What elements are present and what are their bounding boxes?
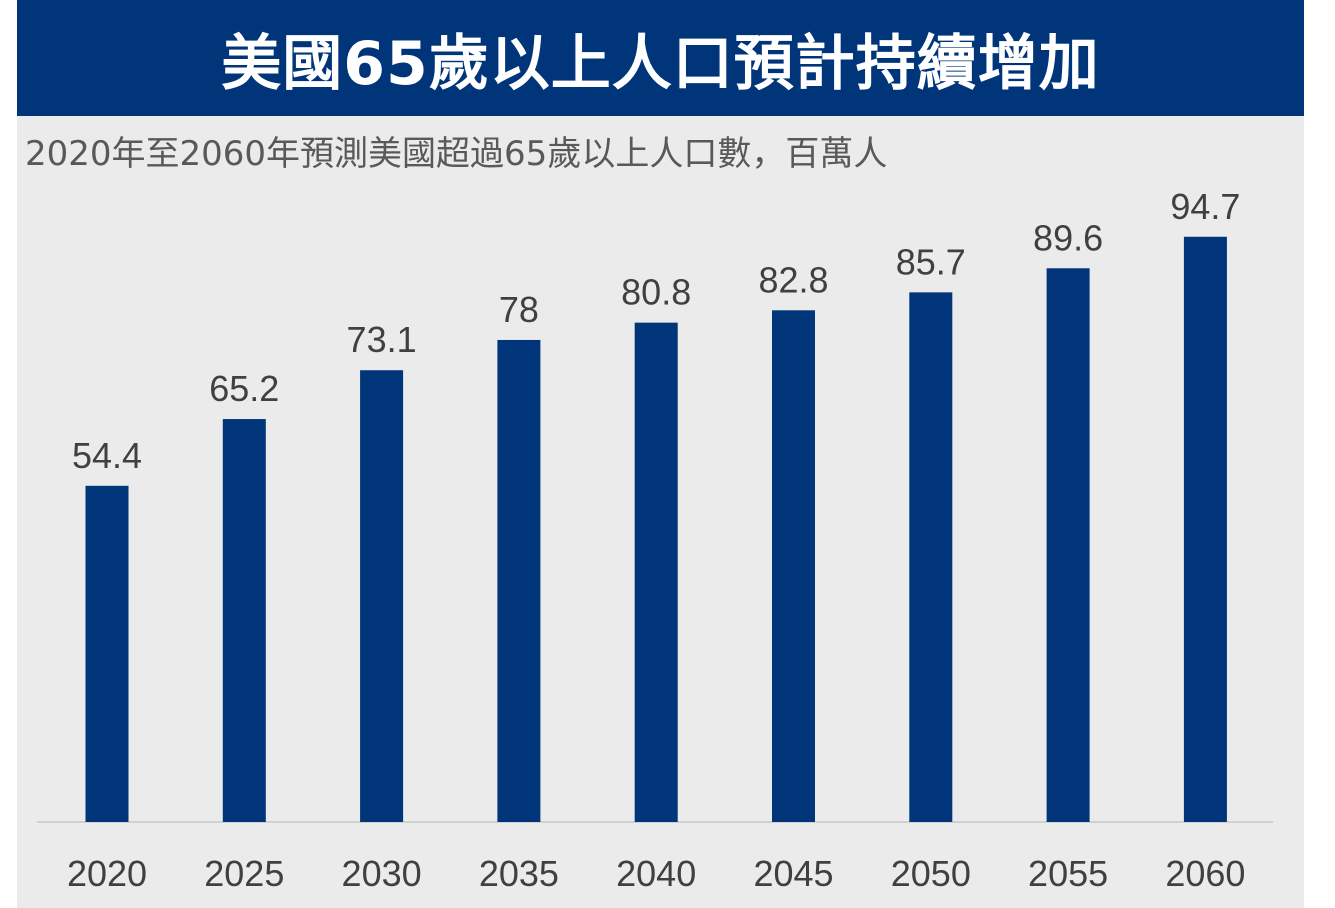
data-label-2050: 85.7: [896, 241, 966, 282]
x-tick-label-2020: 2020: [67, 853, 147, 894]
data-label-2035: 78: [499, 289, 539, 330]
data-label-2040: 80.8: [621, 272, 691, 313]
data-label-2025: 65.2: [209, 368, 279, 409]
chart-subtitle: 2020年至2060年預測美國超過65歲以上人口數，百萬人: [25, 134, 888, 174]
x-tick-label-2035: 2035: [479, 853, 559, 894]
bar-chart: 54.4 2020 65.2 2025 73.1 2030 78 2035 80.8 2040 82…: [37, 186, 1273, 894]
bar-2020: [85, 485, 129, 822]
data-label-2030: 73.1: [347, 319, 417, 360]
bar-2025: [222, 419, 266, 822]
bar-2045: [772, 310, 815, 822]
x-tick-label-2055: 2055: [1028, 853, 1108, 894]
title-banner: 美國65歲以上人口預計持續增加: [17, 0, 1304, 116]
bar-2035: [497, 339, 541, 822]
bar-2040: [634, 322, 678, 822]
x-tick-label-2050: 2050: [891, 853, 971, 894]
x-tick-label-2060: 2060: [1165, 853, 1245, 894]
x-tick-label-2030: 2030: [342, 853, 422, 894]
bar-2050: [909, 292, 953, 822]
bar-2030: [360, 370, 404, 822]
data-label-2020: 54.4: [72, 435, 142, 476]
data-label-2060: 94.7: [1170, 186, 1240, 227]
data-label-2055: 89.6: [1033, 217, 1103, 258]
x-tick-label-2040: 2040: [616, 853, 696, 894]
bar-2055: [1046, 268, 1090, 823]
data-label-2045: 82.8: [758, 259, 828, 300]
chart-title: 美國65歲以上人口預計持續增加: [221, 28, 1100, 99]
chart-panel: 2020年至2060年預測美國超過65歲以上人口數，百萬人 54.4 2020 65…: [17, 116, 1304, 908]
bar-2060: [1183, 236, 1227, 822]
x-tick-label-2025: 2025: [204, 853, 284, 894]
x-tick-label-2045: 2045: [753, 853, 833, 894]
